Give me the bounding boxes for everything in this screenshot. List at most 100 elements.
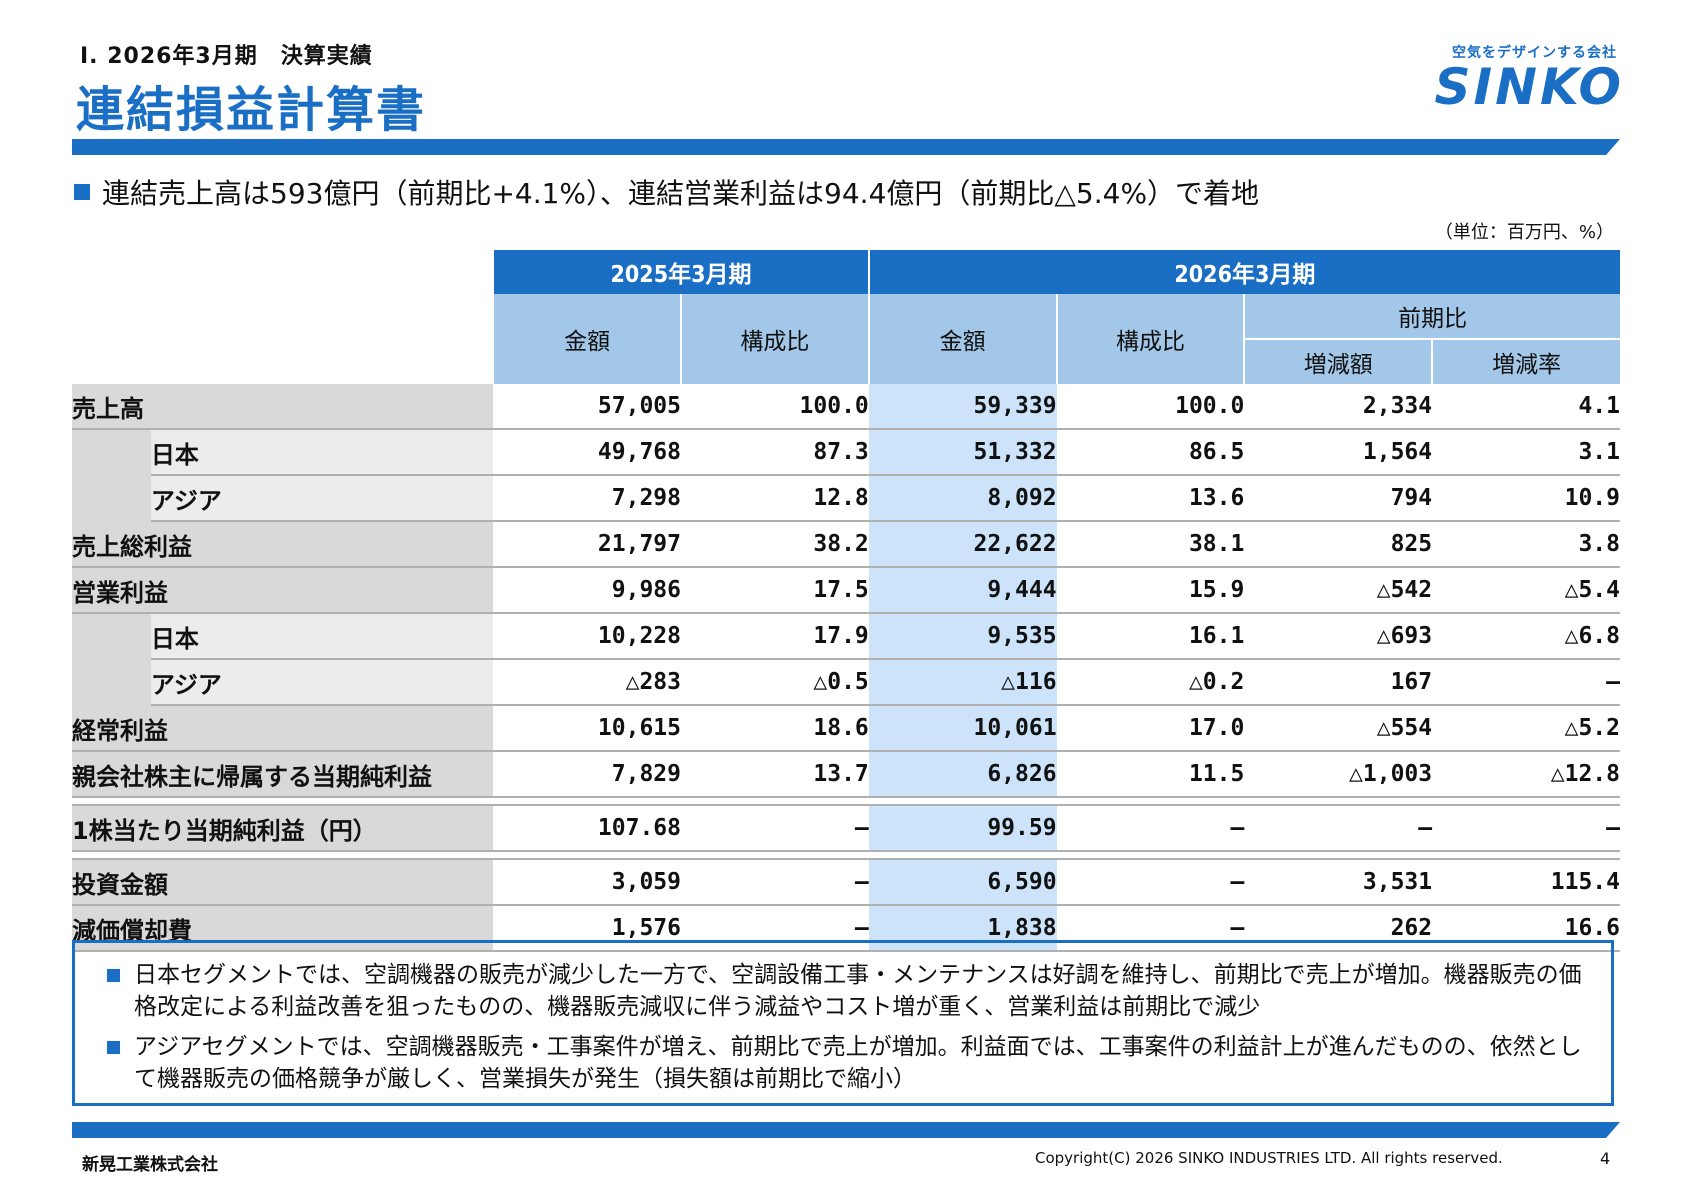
cell-cur-ratio: △0.2 bbox=[1056, 659, 1245, 706]
cell-cur-amount: 8,092 bbox=[868, 475, 1057, 522]
cell-cur-amount: 9,444 bbox=[868, 567, 1057, 614]
table-row: 売上総利益 21,797 38.2 22,622 38.1 825 3.8 bbox=[72, 521, 1620, 568]
cell-prev-amount: 107.68 bbox=[493, 805, 681, 852]
bottom-divider-bar bbox=[72, 1122, 1620, 1138]
cell-rate: 16.6 bbox=[1432, 905, 1620, 952]
cell-cur-amount: 9,535 bbox=[868, 613, 1057, 660]
cell-rate: 3.1 bbox=[1432, 429, 1620, 476]
copyright: Copyright(C) 2026 SINKO INDUSTRIES LTD. … bbox=[1035, 1149, 1503, 1167]
table-row: 投資金額 3,059 ― 6,590 ― 3,531 115.4 bbox=[72, 859, 1620, 906]
row-label: アジア bbox=[150, 659, 494, 706]
commentary-text: アジアセグメントでは、空調機器販売・工事案件が増え、前期比で売上が増加。利益面で… bbox=[134, 1034, 1582, 1092]
header-cur-amount: 金額 bbox=[867, 294, 1057, 384]
row-label: 親会社株主に帰属する当期純利益 bbox=[72, 751, 494, 798]
cell-rate: 115.4 bbox=[1432, 859, 1620, 906]
cell-prev-ratio: 87.3 bbox=[681, 429, 869, 476]
cell-cur-ratio: 38.1 bbox=[1056, 521, 1245, 568]
cell-cur-ratio: 100.0 bbox=[1056, 384, 1245, 430]
table-row: 経常利益 10,615 18.6 10,061 17.0 △554 △5.2 bbox=[72, 705, 1620, 752]
bullet-square-icon bbox=[107, 969, 120, 982]
cell-cur-amount: 99.59 bbox=[868, 805, 1057, 852]
cell-change: 262 bbox=[1244, 905, 1433, 952]
row-label: 投資金額 bbox=[72, 859, 494, 906]
row-label: 日本 bbox=[150, 613, 494, 660]
cell-cur-amount: 51,332 bbox=[868, 429, 1057, 476]
cell-prev-ratio: 17.9 bbox=[681, 613, 869, 660]
cell-prev-ratio: ― bbox=[681, 859, 869, 906]
cell-prev-amount: 7,298 bbox=[493, 475, 681, 522]
header-yoy: 前期比 bbox=[1243, 294, 1620, 339]
table-row: 減価償却費 1,576 ― 1,838 ― 262 16.6 bbox=[72, 905, 1620, 952]
cell-rate: △5.2 bbox=[1432, 705, 1620, 752]
cell-prev-amount: △283 bbox=[493, 659, 681, 706]
bullet-square-icon bbox=[74, 184, 90, 200]
cell-cur-ratio: 11.5 bbox=[1056, 751, 1245, 798]
cell-rate: △6.8 bbox=[1432, 613, 1620, 660]
row-separator bbox=[72, 797, 1620, 806]
cell-rate: ― bbox=[1432, 805, 1620, 852]
cell-change: 825 bbox=[1244, 521, 1433, 568]
cell-prev-amount: 49,768 bbox=[493, 429, 681, 476]
cell-prev-amount: 21,797 bbox=[493, 521, 681, 568]
commentary-text: 日本セグメントでは、空調機器の販売が減少した一方で、空調設備工事・メンテナンスは… bbox=[134, 962, 1582, 1020]
table-row: 1株当たり当期純利益（円） 107.68 ― 99.59 ― ― ― bbox=[72, 805, 1620, 852]
cell-cur-ratio: 86.5 bbox=[1056, 429, 1245, 476]
cell-change: 167 bbox=[1244, 659, 1433, 706]
table-row: 日本 49,768 87.3 51,332 86.5 1,564 3.1 bbox=[72, 429, 1620, 521]
cell-cur-ratio: ― bbox=[1056, 905, 1245, 952]
table-row: アジア △283 △0.5 △116 △0.2 167 ― bbox=[72, 659, 1620, 706]
cell-prev-amount: 7,829 bbox=[493, 751, 681, 798]
commentary-box: 日本セグメントでは、空調機器の販売が減少した一方で、空調設備工事・メンテナンスは… bbox=[72, 940, 1614, 1106]
cell-cur-amount: 22,622 bbox=[868, 521, 1057, 568]
bullet-square-icon bbox=[107, 1041, 120, 1054]
cell-rate: 3.8 bbox=[1432, 521, 1620, 568]
cell-prev-amount: 1,576 bbox=[493, 905, 681, 952]
cell-change: △693 bbox=[1244, 613, 1433, 660]
table-row: 日本 10,228 17.9 9,535 16.1 △693 △6.8 bbox=[72, 613, 1620, 705]
page-title: 連結損益計算書 bbox=[76, 82, 427, 138]
cell-prev-ratio: 17.5 bbox=[681, 567, 869, 614]
cell-prev-ratio: 18.6 bbox=[681, 705, 869, 752]
cell-prev-ratio: 38.2 bbox=[681, 521, 869, 568]
row-separator bbox=[72, 851, 1620, 860]
cell-change: △1,003 bbox=[1244, 751, 1433, 798]
cell-cur-ratio: 13.6 bbox=[1056, 475, 1245, 522]
cell-cur-amount: 1,838 bbox=[868, 905, 1057, 952]
cell-cur-amount: 59,339 bbox=[868, 384, 1057, 430]
cell-cur-amount: △116 bbox=[868, 659, 1057, 706]
row-label: 1株当たり当期純利益（円） bbox=[72, 805, 494, 852]
cell-cur-ratio: 16.1 bbox=[1056, 613, 1245, 660]
row-label: 営業利益 bbox=[72, 567, 494, 614]
table-corner bbox=[72, 250, 494, 384]
unit-note: （単位：百万円、%） bbox=[1434, 222, 1614, 243]
cell-prev-amount: 9,986 bbox=[493, 567, 681, 614]
headline-text: 連結売上高は593億円（前期比+4.1%）、連結営業利益は94.4億円（前期比△… bbox=[102, 177, 1260, 210]
header-prev-amount: 金額 bbox=[492, 294, 681, 384]
cell-cur-ratio: 15.9 bbox=[1056, 567, 1245, 614]
row-label: 売上高 bbox=[72, 384, 494, 430]
row-label: 日本 bbox=[150, 429, 494, 476]
company-name: 新晃工業株式会社 bbox=[82, 1155, 218, 1175]
table-row: 営業利益 9,986 17.5 9,444 15.9 △542 △5.4 bbox=[72, 567, 1620, 614]
header-prev-ratio: 構成比 bbox=[680, 294, 869, 384]
header-rate: 増減率 bbox=[1431, 338, 1620, 384]
commentary-item: 日本セグメントでは、空調機器の販売が減少した一方で、空調設備工事・メンテナンスは… bbox=[107, 959, 1585, 1023]
income-statement-table: 2025年3月期 2026年3月期 金額 構成比 金額 構成比 前期比 増減額 … bbox=[72, 250, 1620, 952]
table-row: 売上高 57,005 100.0 59,339 100.0 2,334 4.1 bbox=[72, 384, 1620, 430]
headline: 連結売上高は593億円（前期比+4.1%）、連結営業利益は94.4億円（前期比△… bbox=[74, 172, 1259, 212]
cell-cur-amount: 10,061 bbox=[868, 705, 1057, 752]
indent-spacer bbox=[72, 613, 151, 705]
table-row: 親会社株主に帰属する当期純利益 7,829 13.7 6,826 11.5 △1… bbox=[72, 751, 1620, 798]
cell-prev-ratio: ― bbox=[681, 905, 869, 952]
cell-change: 1,564 bbox=[1244, 429, 1433, 476]
cell-cur-ratio: ― bbox=[1056, 805, 1245, 852]
cell-prev-ratio: ― bbox=[681, 805, 869, 852]
header-change: 増減額 bbox=[1243, 338, 1433, 384]
cell-cur-ratio: 17.0 bbox=[1056, 705, 1245, 752]
header-fy-prev: 2025年3月期 bbox=[492, 250, 869, 294]
top-divider-bar bbox=[72, 139, 1620, 155]
cell-change: △554 bbox=[1244, 705, 1433, 752]
header-fy-cur: 2026年3月期 bbox=[867, 250, 1620, 294]
cell-change: 3,531 bbox=[1244, 859, 1433, 906]
table-row: アジア 7,298 12.8 8,092 13.6 794 10.9 bbox=[72, 475, 1620, 522]
